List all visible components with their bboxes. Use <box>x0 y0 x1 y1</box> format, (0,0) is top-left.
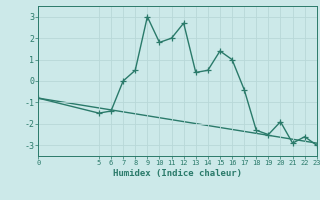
X-axis label: Humidex (Indice chaleur): Humidex (Indice chaleur) <box>113 169 242 178</box>
